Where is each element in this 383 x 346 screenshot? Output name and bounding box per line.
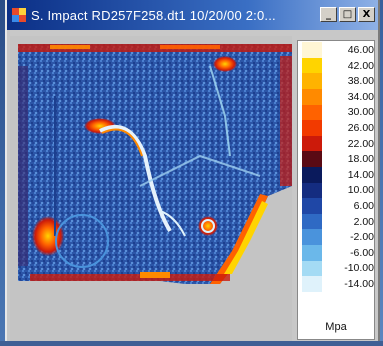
legend-value: 6.00: [353, 200, 374, 212]
minimize-icon: _: [326, 9, 331, 20]
titlebar-buttons: _ □ X: [320, 7, 375, 22]
legend-value: 38.00: [347, 75, 374, 88]
legend-value: -10.00: [344, 262, 374, 275]
legend-swatch: [302, 167, 322, 183]
legend-row: -2.00: [302, 229, 374, 245]
maximize-icon: □: [342, 9, 353, 20]
legend-swatch: [302, 229, 322, 245]
legend-row: -14.00: [302, 276, 374, 292]
window-content: 46.00 42.00 38.00 34.00 30.00 26.00 22.00 18.00…: [7, 30, 378, 341]
legend-swatch: [302, 182, 322, 199]
legend-value: 34.00: [347, 90, 374, 103]
legend-row: 10.00: [302, 182, 374, 199]
legend-value: 18.00: [347, 153, 374, 166]
legend-swatch: [302, 151, 322, 167]
legend-value: 26.00: [347, 122, 374, 134]
legend-swatch: [302, 73, 322, 89]
color-scale-legend: 46.00 42.00 38.00 34.00 30.00 26.00 22.00 18.00…: [297, 40, 375, 340]
legend-row: 42.00: [302, 57, 374, 74]
legend-value: -14.00: [344, 278, 374, 290]
legend-swatch: [302, 42, 322, 58]
legend-row: 30.00: [302, 104, 374, 121]
legend-row: -10.00: [302, 260, 374, 277]
legend-unit-label: Mpa: [325, 321, 347, 333]
app-icon[interactable]: [11, 7, 27, 23]
close-button[interactable]: X: [358, 7, 375, 22]
legend-value: 30.00: [347, 106, 374, 119]
impact-window[interactable]: S. Impact RD257F258.dt1 10/20/00 2:0... …: [5, 0, 380, 341]
legend-value: 14.00: [347, 168, 374, 181]
plate-region: [18, 44, 292, 284]
legend-swatch: [302, 120, 322, 136]
close-icon: X: [362, 9, 371, 20]
hot-spot-left: [32, 216, 64, 256]
minimize-button[interactable]: _: [320, 7, 337, 22]
legend-swatch: [302, 104, 322, 121]
right-edge-stress: [280, 56, 292, 186]
bottom-right-hot-band: [210, 194, 268, 284]
legend-swatch: [302, 245, 322, 261]
legend-swatch: [302, 276, 322, 292]
legend-row: 26.00: [302, 120, 374, 136]
legend-value: -2.00: [350, 231, 374, 244]
legend-row: 18.00: [302, 151, 374, 167]
legend-value: 2.00: [353, 215, 374, 228]
legend-row: 22.00: [302, 135, 374, 152]
legend-swatch: [302, 57, 322, 74]
stress-map-panel: [10, 36, 292, 341]
legend-row: 46.00: [302, 42, 374, 58]
legend-value: -6.00: [350, 246, 374, 259]
legend-value: 10.00: [347, 184, 374, 197]
legend-value: 42.00: [347, 59, 374, 72]
app-grid-icon: [12, 8, 26, 22]
top-edge-stress: [18, 44, 292, 52]
legend-row: 38.00: [302, 73, 374, 89]
legend-row: 34.00: [302, 89, 374, 105]
maximize-button[interactable]: □: [339, 7, 356, 22]
legend-row: 2.00: [302, 213, 374, 230]
legend-value: 22.00: [347, 137, 374, 150]
left-edge-stress: [18, 66, 28, 266]
legend-row: -6.00: [302, 245, 374, 261]
legend-swatch: [302, 135, 322, 152]
legend-swatch: [302, 260, 322, 277]
legend-swatch: [302, 213, 322, 230]
legend-value: 46.00: [347, 44, 374, 56]
bolt-circle: [55, 214, 109, 268]
bottom-edge-stress: [30, 274, 230, 281]
window-title: S. Impact RD257F258.dt1 10/20/00 2:0...: [31, 7, 276, 23]
legend-row: 14.00: [302, 167, 374, 183]
stress-heatmap[interactable]: [10, 36, 292, 341]
structural-arc: [99, 125, 172, 233]
legend-swatch: [302, 198, 322, 214]
legend-swatch: [302, 89, 322, 105]
legend-row: 6.00: [302, 198, 374, 214]
window-titlebar[interactable]: S. Impact RD257F258.dt1 10/20/00 2:0... …: [7, 0, 378, 30]
